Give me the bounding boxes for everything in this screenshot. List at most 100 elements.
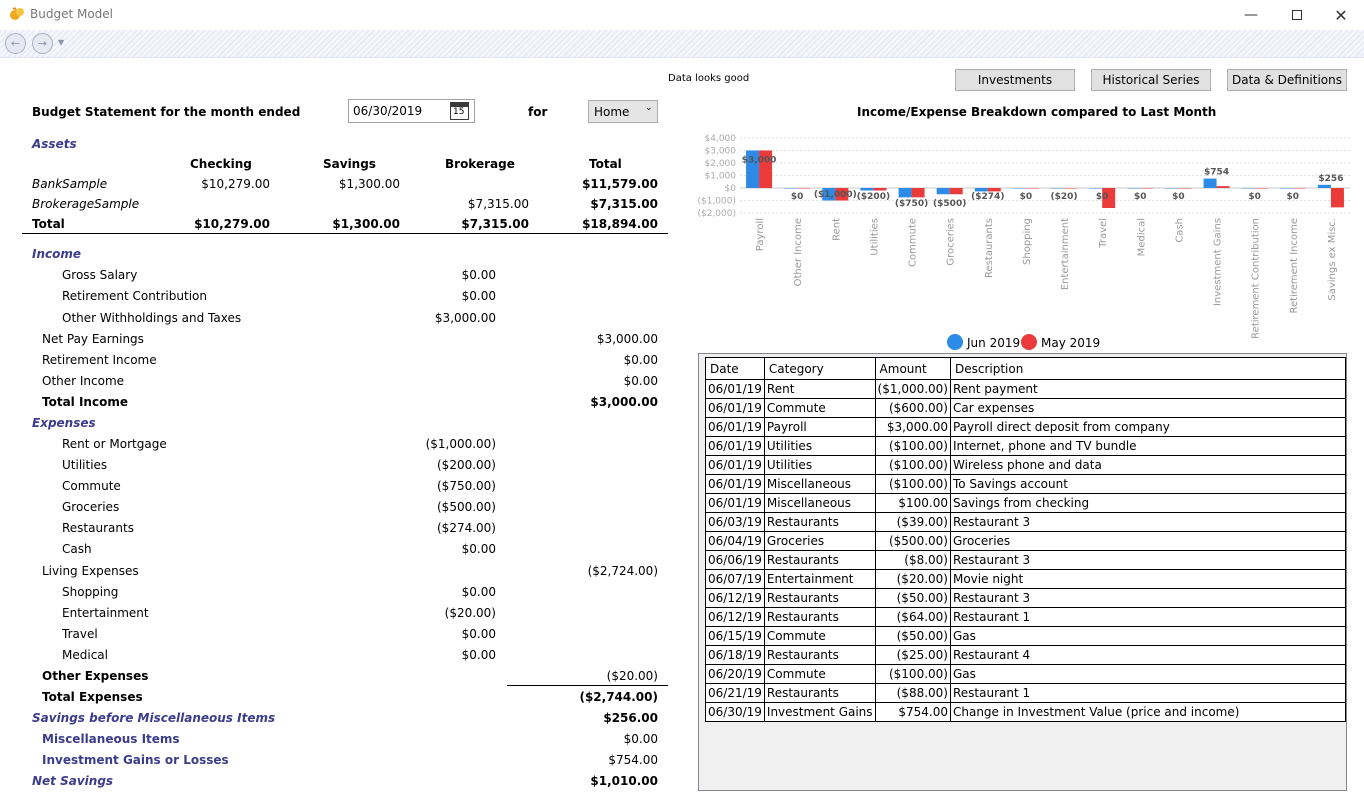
table-row[interactable]: 06/15/19 Commute ($50.00) Gas: [705, 626, 1347, 646]
expense-item-value: $0.00: [461, 585, 496, 599]
expense-item-value: ($500.00): [437, 500, 496, 514]
cell-date: 06/01/19: [705, 417, 765, 437]
category-label: Medical: [1136, 218, 1147, 256]
table-row[interactable]: 06/01/19 Utilities ($100.00) Wireless phone…: [705, 455, 1347, 475]
bar-jun: [784, 188, 798, 189]
table-row[interactable]: 06/01/19 Miscellaneous $100.00 Savings from…: [705, 493, 1347, 513]
investment-gains-label: Investment Gains or Losses: [42, 753, 229, 767]
scope-select[interactable]: Home ⌄: [588, 100, 658, 123]
cell-description: Gas: [949, 664, 1347, 684]
income-line-value: $0.00: [623, 353, 658, 367]
net-savings-value: $1,010.00: [590, 774, 658, 788]
investments-button[interactable]: Investments: [955, 69, 1075, 91]
expense-item-label: Entertainment: [62, 606, 149, 620]
history-dropdown-icon[interactable]: ▼: [58, 38, 65, 47]
table-row[interactable]: 06/20/19 Commute ($100.00) Gas: [705, 664, 1347, 684]
category-label: Restaurants: [984, 218, 995, 278]
cell-amount: ($100.00): [874, 436, 951, 456]
income-item-value: $0.00: [461, 289, 496, 303]
column-header-amount[interactable]: Amount: [874, 357, 951, 380]
cell-date: 06/21/19: [705, 683, 765, 703]
table-row[interactable]: 06/01/19 Miscellaneous ($100.00) To Savings…: [705, 474, 1347, 494]
column-header-category[interactable]: Category: [763, 357, 876, 380]
bar-jun: [1127, 188, 1141, 189]
calendar-icon[interactable]: 15: [450, 102, 469, 120]
back-button[interactable]: ←: [5, 33, 26, 54]
expense-item-value: $0.00: [461, 648, 496, 662]
cell-category: Restaurants: [763, 607, 876, 627]
cell-description: Restaurant 4: [949, 645, 1347, 665]
bar-may: [1025, 188, 1039, 189]
cell-amount: ($500.00): [874, 531, 951, 551]
expense-item-label: Rent or Mortgage: [62, 437, 167, 451]
table-header-row: Date Category Amount Description: [705, 357, 1347, 380]
column-header-date[interactable]: Date: [705, 357, 765, 380]
maximize-button[interactable]: [1274, 0, 1320, 30]
table-row[interactable]: 06/18/19 Restaurants ($25.00) Restaurant 4: [705, 645, 1347, 665]
category-label: Commute: [908, 218, 919, 267]
expense-item-value: $0.00: [461, 542, 496, 556]
minimize-button[interactable]: —: [1228, 0, 1274, 30]
table-row[interactable]: 06/03/19 Restaurants ($39.00) Restaurant 3: [705, 512, 1347, 532]
table-row[interactable]: 06/12/19 Restaurants ($64.00) Restaurant 1: [705, 607, 1347, 627]
bar-may: [949, 188, 963, 195]
table-row[interactable]: 06/04/19 Groceries ($500.00) Groceries: [705, 531, 1347, 551]
cell-description: Restaurant 1: [949, 607, 1347, 627]
table-row[interactable]: 06/01/19 Utilities ($100.00) Internet, phon…: [705, 436, 1347, 456]
cell-amount: ($100.00): [874, 455, 951, 475]
expense-item-label: Shopping: [62, 585, 119, 599]
table-row[interactable]: 06/06/19 Restaurants ($8.00) Restaurant 3: [705, 550, 1347, 570]
cell-amount: ($600.00): [874, 398, 951, 418]
cell-amount: $3,000.00: [874, 417, 951, 437]
chart-title: Income/Expense Breakdown compared to Las…: [857, 105, 1217, 119]
cell-description: Payroll direct deposit from company: [949, 417, 1347, 437]
historical-series-button[interactable]: Historical Series: [1091, 69, 1211, 91]
category-label: Shopping: [1022, 218, 1033, 265]
savings-before-value: $256.00: [603, 711, 658, 725]
table-row[interactable]: 06/01/19 Payroll $3,000.00 Payroll direct d…: [705, 417, 1347, 437]
category-label: Payroll: [755, 218, 766, 251]
cell-category: Restaurants: [763, 550, 876, 570]
bar-may: [1064, 188, 1078, 189]
table-row[interactable]: 06/01/19 Commute ($600.00) Car expenses: [705, 398, 1347, 418]
cell-description: Restaurant 3: [949, 512, 1347, 532]
data-label: $0: [1134, 192, 1147, 202]
total-expenses-label: Total Expenses: [42, 690, 143, 704]
expense-item-value: ($750.00): [437, 479, 496, 493]
expense-item-value: $0.00: [461, 627, 496, 641]
legend-swatch-jun: [947, 334, 963, 350]
category-label: Retirement Income: [1289, 218, 1300, 314]
cell-category: Commute: [763, 626, 876, 646]
close-button[interactable]: ✕: [1318, 0, 1364, 30]
category-label: Cash: [1174, 218, 1185, 243]
cell-category: Utilities: [763, 455, 876, 475]
cell-date: 06/01/19: [705, 379, 765, 399]
account-name: BankSample: [32, 177, 108, 191]
cell-date: 06/01/19: [705, 436, 765, 456]
cell-description: Internet, phone and TV bundle: [949, 436, 1347, 456]
bar-jun: [936, 188, 950, 195]
cell-amount: ($50.00): [874, 588, 951, 608]
data-label: ($750): [895, 199, 928, 209]
cell-category: Commute: [763, 398, 876, 418]
table-row[interactable]: 06/12/19 Restaurants ($50.00) Restaurant 3: [705, 588, 1347, 608]
table-row[interactable]: 06/07/19 Entertainment ($20.00) Movie night: [705, 569, 1347, 589]
income-item-value: $3,000.00: [434, 311, 496, 325]
calendar-day: 15: [453, 107, 465, 117]
expense-item-label: Restaurants: [62, 521, 134, 535]
legend-swatch-may: [1021, 334, 1037, 350]
savings-before-label: Savings before Miscellaneous Items: [32, 711, 276, 725]
date-picker[interactable]: 06/30/2019 15: [348, 99, 475, 123]
cell-date: 06/01/19: [705, 493, 765, 513]
data-definitions-button[interactable]: Data & Definitions: [1227, 69, 1347, 91]
transactions-grid[interactable]: Date Category Amount Description 06/01/1…: [698, 353, 1347, 791]
cell-amount: ($25.00): [874, 645, 951, 665]
table-row[interactable]: 06/30/19 Investment Gains $754.00 Change in…: [705, 702, 1347, 722]
bar-may: [987, 188, 1001, 192]
statement-title: Budget Statement for the month ended: [32, 105, 301, 119]
table-row[interactable]: 06/01/19 Rent ($1,000.00) Rent payment: [705, 379, 1347, 399]
table-row[interactable]: 06/21/19 Restaurants ($88.00) Restaurant 1: [705, 683, 1347, 703]
column-header-description[interactable]: Description: [949, 357, 1347, 380]
minimize-icon: —: [1244, 7, 1258, 23]
forward-button[interactable]: →: [32, 33, 53, 54]
